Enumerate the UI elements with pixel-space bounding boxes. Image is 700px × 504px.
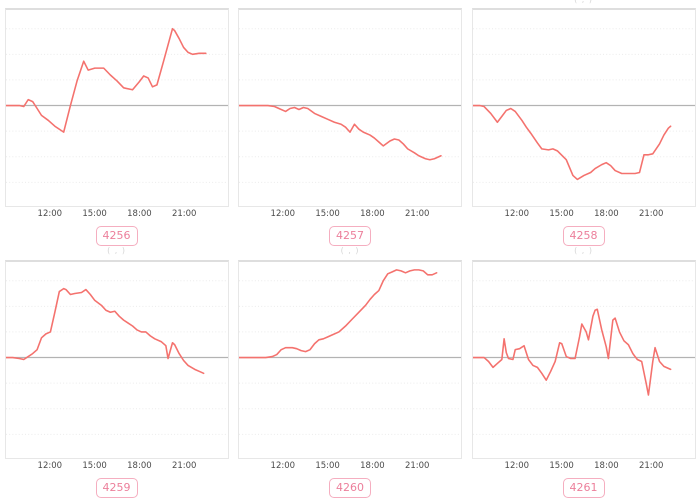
x-tick-label: 18:00	[360, 461, 385, 471]
x-tick-label: 18:00	[594, 209, 619, 219]
chart-id-badge[interactable]: 4260	[329, 478, 371, 499]
line-chart-svg	[6, 27, 228, 183]
series-line	[6, 287, 205, 375]
line-chart-svg	[473, 280, 695, 435]
x-tick-label: 15:00	[549, 461, 574, 471]
x-tick-label: 18:00	[360, 209, 385, 219]
x-axis-ticks: 12:00 15:00 18:00 21:00	[238, 461, 462, 473]
plot-area	[238, 8, 462, 207]
plot-area	[472, 8, 696, 207]
x-tick-label: 21:00	[404, 461, 430, 471]
x-tick-label: 18:00	[594, 461, 619, 471]
plot-area	[238, 260, 462, 459]
chart-id-badge[interactable]: 4256	[95, 226, 138, 247]
chart-cell-4260: ( , ) 12:00 15:00 18:00 21:00 4260	[233, 246, 467, 504]
x-tick-label: 15:00	[315, 461, 340, 471]
x-tick-label: 12:00	[37, 461, 63, 471]
clipped-caption-fragment: ( , )	[574, 0, 593, 4]
x-tick-label: 12:00	[270, 209, 296, 219]
x-tick-label: 21:00	[638, 209, 664, 219]
chart-id-badge[interactable]: 4261	[562, 478, 605, 499]
series-line	[239, 104, 442, 161]
line-chart-svg	[239, 269, 461, 435]
chart-id-badge[interactable]: 4258	[562, 226, 605, 247]
plot-area	[472, 260, 696, 459]
plot-area	[5, 260, 229, 459]
x-tick-label: 18:00	[127, 209, 152, 219]
x-tick-label: 12:00	[37, 209, 63, 219]
x-tick-label: 15:00	[82, 209, 107, 219]
x-tick-label: 21:00	[171, 461, 197, 471]
x-axis-ticks: 12:00 15:00 18:00 21:00	[472, 461, 696, 473]
chart-cell-4258: ( , ) 12:00 15:00 18:00 21:00 4258	[467, 0, 700, 252]
chart-cell-4261: ( , ) 12:00 15:00 18:00 21:00 4261	[467, 246, 700, 504]
x-tick-label: 21:00	[638, 461, 664, 471]
chart-cell-4256: 12:00 15:00 18:00 21:00 4256	[0, 0, 233, 252]
x-tick-label: 12:00	[504, 209, 530, 219]
series-line	[239, 269, 438, 359]
series-line	[6, 27, 207, 133]
series-line	[473, 104, 672, 181]
x-tick-label: 12:00	[504, 461, 530, 471]
chart-id-badge[interactable]: 4259	[95, 478, 138, 499]
x-axis-ticks: 12:00 15:00 18:00 21:00	[5, 461, 229, 473]
x-tick-label: 18:00	[127, 461, 152, 471]
series-line	[473, 308, 672, 396]
x-tick-label: 21:00	[404, 209, 430, 219]
chart-id-badge[interactable]: 4257	[329, 226, 371, 247]
x-axis-ticks: 12:00 15:00 18:00 21:00	[472, 209, 696, 221]
x-tick-label: 15:00	[549, 209, 574, 219]
x-tick-label: 21:00	[171, 209, 197, 219]
chart-cell-4259: ( , ) 12:00 15:00 18:00 21:00 4259	[0, 246, 233, 504]
x-tick-label: 15:00	[315, 209, 340, 219]
line-chart-svg	[473, 28, 695, 183]
x-axis-ticks: 12:00 15:00 18:00 21:00	[238, 209, 462, 221]
line-chart-svg	[6, 280, 228, 435]
x-tick-label: 12:00	[270, 461, 296, 471]
chart-cell-4257: 12:00 15:00 18:00 21:00 4257	[233, 0, 467, 252]
x-axis-ticks: 12:00 15:00 18:00 21:00	[5, 209, 229, 221]
line-chart-svg	[239, 28, 461, 183]
plot-area	[5, 8, 229, 207]
x-tick-label: 15:00	[82, 461, 107, 471]
